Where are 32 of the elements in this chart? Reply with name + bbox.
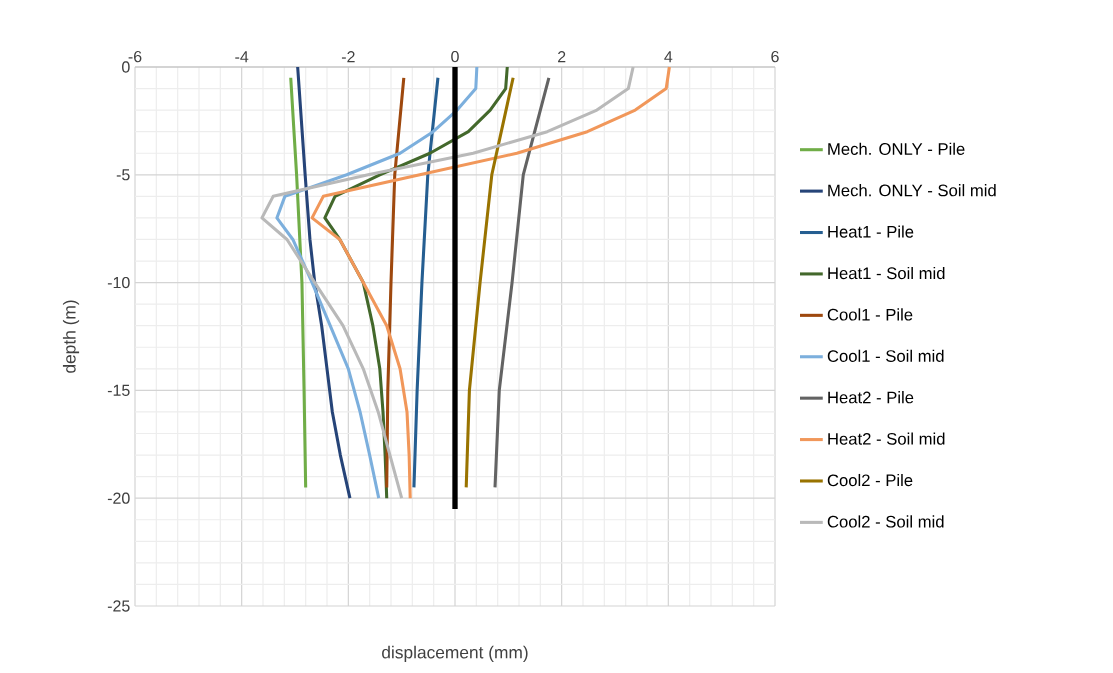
y-tick-label: -25 (107, 600, 130, 612)
y-tick-label: -10 (107, 276, 130, 289)
line-series (385, 76, 406, 489)
y-axis-title: depth (m) (62, 300, 80, 373)
y-tick-label: -15 (107, 384, 130, 396)
line-series (289, 76, 308, 489)
x-tick-label: 6 (771, 50, 779, 63)
legend-label: Heat1 - Pile (828, 225, 914, 238)
legend-label: Cool1 - Pile (827, 308, 913, 321)
x-axis-title: displacement (mm) (382, 645, 528, 662)
legend-label: Mech. ONLY - Pile (828, 142, 965, 155)
x-tick-label: 4 (664, 51, 673, 63)
y-tick-label: -20 (107, 492, 130, 504)
legend-label: Heat2 - Soil mid (828, 432, 945, 445)
line-series (296, 65, 352, 500)
y-tick-label: 0 (122, 61, 130, 73)
x-tick-label: 2 (558, 51, 566, 63)
legend-label: Heat1 - Soil mid (828, 266, 945, 280)
legend-label: Cool2 - Soil mid (827, 515, 944, 528)
legend-label: Cool2 - Pile (827, 473, 913, 487)
x-tick-label: 0 (451, 50, 459, 63)
legend-label: Mech. ONLY - Soil mid (828, 184, 996, 197)
line-series (493, 76, 551, 489)
x-tick-label: -4 (235, 51, 249, 63)
x-tick-label: -6 (128, 50, 142, 63)
x-tick-label: -2 (341, 51, 355, 63)
line-series (310, 65, 671, 500)
legend-label: Heat2 - Pile (828, 391, 914, 404)
y-tick-label: -5 (116, 169, 130, 181)
legend-label: Cool1 - Soil mid (827, 349, 944, 362)
line-series (464, 76, 515, 489)
line-series (412, 76, 440, 489)
